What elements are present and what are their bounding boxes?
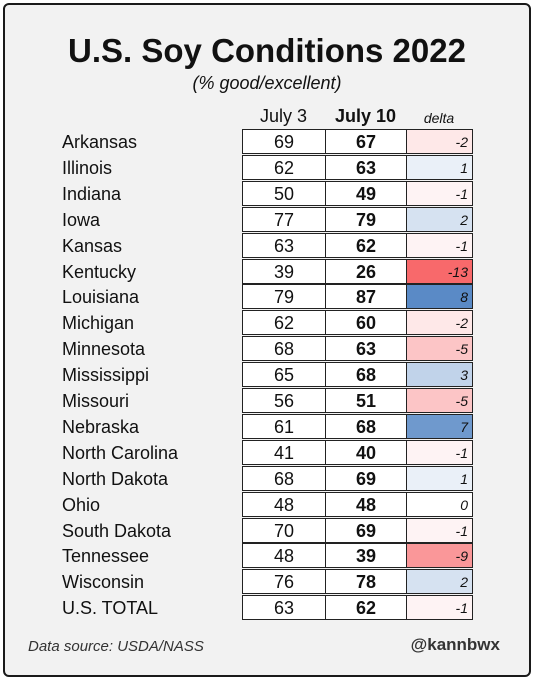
july3-value: 70 [242, 518, 326, 543]
july3-value: 77 [242, 207, 326, 232]
july3-value: 68 [242, 336, 326, 361]
july3-value: 50 [242, 181, 326, 206]
state-label: Ohio [62, 495, 101, 515]
july3-value: 62 [242, 155, 326, 180]
july3-value: 48 [242, 492, 326, 517]
july3-value: 79 [242, 284, 326, 309]
july10-value: 62 [325, 595, 407, 620]
state-label: Kansas [62, 236, 123, 256]
state-label: Tennessee [62, 546, 150, 566]
delta-value: 8 [406, 284, 473, 309]
july3-value: 48 [242, 543, 326, 568]
chart-title: U.S. Soy Conditions 2022 [68, 32, 466, 69]
july3-value: 63 [242, 595, 326, 620]
delta-value: -13 [406, 259, 473, 284]
state-label: U.S. TOTAL [62, 598, 159, 618]
delta-value: -1 [406, 233, 473, 258]
state-label: Michigan [62, 313, 135, 333]
july10-value: 69 [325, 518, 407, 543]
delta-value: -5 [406, 388, 473, 413]
july10-value: 49 [325, 181, 407, 206]
state-label: Nebraska [62, 417, 140, 437]
july10-value: 39 [325, 543, 407, 568]
july3-value: 62 [242, 310, 326, 335]
state-label: North Dakota [62, 469, 169, 489]
july10-value: 60 [325, 310, 407, 335]
delta-value: -5 [406, 336, 473, 361]
delta-value: -9 [406, 543, 473, 568]
delta-value: 1 [406, 466, 473, 491]
delta-value: 2 [406, 569, 473, 594]
delta-value: -1 [406, 595, 473, 620]
july3-value: 76 [242, 569, 326, 594]
july10-value: 63 [325, 336, 407, 361]
state-label: Indiana [62, 184, 122, 204]
delta-value: 1 [406, 155, 473, 180]
column-header-delta: delta [423, 110, 455, 126]
july10-value: 68 [325, 414, 407, 439]
july10-value: 78 [325, 569, 407, 594]
author-handle: @kannbwx [410, 635, 500, 654]
delta-value: -2 [406, 310, 473, 335]
july3-value: 61 [242, 414, 326, 439]
data-source: Data source: USDA/NASS [28, 638, 204, 655]
july3-value: 69 [242, 129, 326, 154]
july10-value: 48 [325, 492, 407, 517]
state-label: Arkansas [62, 132, 138, 152]
july3-value: 56 [242, 388, 326, 413]
state-label: Louisiana [62, 287, 140, 307]
july10-value: 51 [325, 388, 407, 413]
column-header-july10: July 10 [334, 106, 397, 126]
july10-value: 40 [325, 440, 407, 465]
state-label: Kentucky [62, 262, 137, 282]
delta-value: 3 [406, 362, 473, 387]
delta-value: -2 [406, 129, 473, 154]
july10-value: 62 [325, 233, 407, 258]
july3-value: 68 [242, 466, 326, 491]
chart-subtitle: (% good/excellent) [192, 73, 342, 93]
july10-value: 67 [325, 129, 407, 154]
state-label: Iowa [62, 210, 101, 230]
delta-value: 7 [406, 414, 473, 439]
july3-value: 63 [242, 233, 326, 258]
state-label: Missouri [62, 391, 130, 411]
delta-value: 2 [406, 207, 473, 232]
delta-value: -1 [406, 440, 473, 465]
state-label: Mississippi [62, 365, 150, 385]
july10-value: 69 [325, 466, 407, 491]
state-label: Minnesota [62, 339, 146, 359]
july10-value: 68 [325, 362, 407, 387]
column-header-july3: July 3 [259, 106, 308, 126]
july3-value: 39 [242, 259, 326, 284]
july10-value: 79 [325, 207, 407, 232]
july10-value: 26 [325, 259, 407, 284]
delta-value: 0 [406, 492, 473, 517]
state-label: South Dakota [62, 521, 172, 541]
state-label: North Carolina [62, 443, 179, 463]
july3-value: 65 [242, 362, 326, 387]
state-label: Illinois [62, 158, 113, 178]
july10-value: 63 [325, 155, 407, 180]
state-label: Wisconsin [62, 572, 145, 592]
july3-value: 41 [242, 440, 326, 465]
delta-value: -1 [406, 181, 473, 206]
july10-value: 87 [325, 284, 407, 309]
delta-value: -1 [406, 518, 473, 543]
